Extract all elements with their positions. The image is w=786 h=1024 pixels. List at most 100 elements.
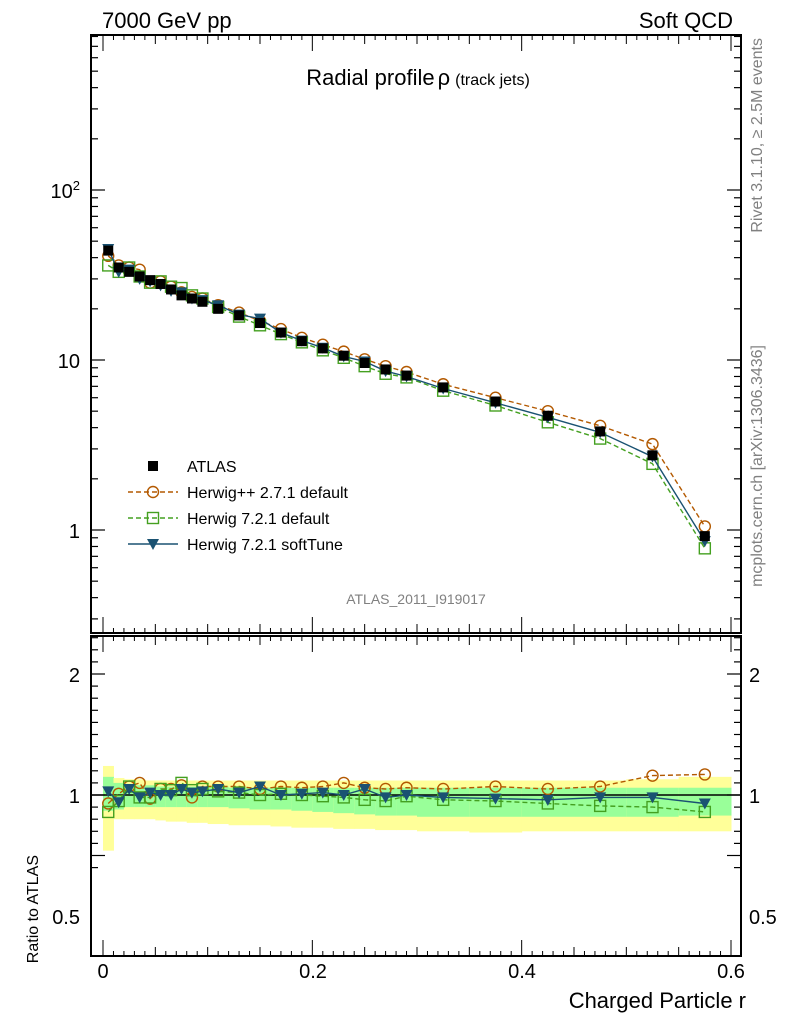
xtick-label-0.6: 0.6 [717, 961, 745, 983]
legend-label-herwig-2-7-1-default: Herwig++ 2.7.1 default [187, 485, 349, 502]
ratio-point-herwig-7-2-1-softtune [316, 787, 329, 799]
point-atlas [186, 293, 197, 304]
axes-group [90, 34, 742, 957]
point-herwig-2-7-1-default [698, 520, 712, 533]
ratio-ytick-label-right-0.5: 0.5 [749, 907, 777, 929]
main-title: Radial profile ρ (track jets) [306, 65, 530, 90]
ratio-point-herwig-7-2-1-softtune [212, 783, 225, 795]
point-atlas [401, 370, 412, 381]
ratio-point-herwig-7-2-1-softtune [196, 786, 209, 798]
ratio-point-herwig-7-2-1-softtune [102, 786, 115, 798]
stat-band-bin [123, 785, 135, 808]
legend-label-herwig-7-2-1-default: Herwig 7.2.1 default [187, 511, 330, 528]
point-atlas [647, 450, 658, 461]
ratio-point-herwig-7-2-1-softtune [295, 788, 308, 800]
ratio-point-herwig-7-2-1-softtune [358, 783, 371, 795]
xtick-label-0: 0 [97, 961, 108, 983]
xtick-label-0.4: 0.4 [508, 961, 536, 983]
ratio-point-herwig-7-2-1-softtune [274, 790, 287, 801]
ratio-point-herwig-7-2-1-softtune [489, 793, 502, 805]
point-atlas [359, 358, 370, 369]
stat-band-bin [176, 786, 188, 808]
ratio-point-herwig-7-2-1-softtune [379, 792, 392, 804]
legend-marker-herwig-7-2-1-default [146, 511, 160, 525]
ratio-point-herwig-7-2-1-default [102, 805, 115, 819]
legend-marker-atlas [148, 461, 158, 471]
point-atlas [155, 278, 166, 289]
main-series-group [102, 243, 712, 555]
ratio-point-herwig-7-2-1-softtune [698, 798, 711, 810]
legend-label-atlas: ATLAS [187, 459, 237, 476]
ratio-uncertainty-bands [91, 765, 741, 851]
point-atlas [124, 266, 135, 277]
ratio-point-herwig-7-2-1-softtune [123, 783, 136, 795]
point-atlas [166, 284, 177, 295]
main-ytick-label-100: 102 [51, 178, 80, 203]
point-atlas [490, 396, 501, 407]
point-atlas [317, 343, 328, 354]
ratio-point-herwig-2-7-1-default [593, 780, 607, 793]
ratio-ytick-label-right-1: 1 [749, 786, 760, 808]
ratio-point-herwig-7-2-1-softtune [337, 790, 350, 801]
ratio-series-group [102, 768, 712, 819]
ratio-point-herwig-7-2-1-softtune [594, 792, 607, 804]
rivet-label: Rivet 3.1.10, ≥ 2.5M events [749, 38, 766, 233]
main-frame [90, 34, 742, 634]
ratio-point-herwig-2-7-1-default [541, 782, 555, 796]
series-line-herwig-2-7-1-default [107, 255, 706, 527]
ratio-point-herwig-2-7-1-default [646, 769, 659, 782]
main-ytick-label-1: 1 [69, 521, 80, 543]
header-left: 7000 GeV pp [102, 8, 232, 33]
ratio-y-axis-title: Ratio to ATLAS [25, 855, 42, 963]
ratio-ytick-label-2: 2 [69, 665, 80, 687]
legend-marker-herwig-7-2-1-softtune [147, 539, 159, 550]
point-atlas [234, 310, 245, 321]
xtick-label-0.2: 0.2 [299, 961, 327, 983]
point-atlas [296, 336, 307, 347]
point-atlas [438, 382, 449, 393]
point-atlas [380, 364, 391, 375]
ratio-point-herwig-7-2-1-softtune [165, 790, 178, 801]
ratio-point-herwig-2-7-1-default [698, 768, 712, 781]
ratio-point-herwig-7-2-1-softtune [646, 792, 659, 804]
point-herwig-2-7-1-default [646, 437, 659, 451]
ratio-ytick-label-1: 1 [69, 786, 80, 808]
point-atlas [113, 262, 124, 273]
point-atlas [145, 275, 156, 286]
ratio-point-herwig-2-7-1-default [489, 780, 502, 793]
ratio-point-herwig-2-7-1-default [337, 776, 350, 790]
point-atlas [134, 271, 145, 282]
point-atlas [595, 426, 606, 437]
ratio-point-herwig-7-2-1-softtune [437, 792, 450, 804]
point-atlas [197, 296, 208, 307]
point-atlas [103, 245, 114, 256]
analysis-tag: ATLAS_2011_I919017 [346, 591, 486, 607]
ratio-point-herwig-7-2-1-softtune [254, 781, 266, 793]
series-line-herwig-7-2-1-default [107, 264, 706, 549]
ratio-point-herwig-7-2-1-softtune [133, 792, 146, 804]
legend-label-herwig-7-2-1-softtune: Herwig 7.2.1 softTune [187, 537, 343, 554]
point-atlas [213, 303, 224, 314]
ratio-point-herwig-7-2-1-softtune [175, 783, 188, 795]
point-atlas [542, 410, 553, 421]
ratio-point-herwig-7-2-1-softtune [112, 797, 125, 809]
point-atlas [699, 531, 710, 542]
ratio-line-herwig-7-2-1-default [107, 782, 705, 813]
ratio-frame [90, 635, 742, 957]
point-atlas [255, 318, 265, 329]
point-atlas [338, 350, 349, 361]
legend-marker-herwig-2-7-1-default [146, 485, 160, 499]
ratio-point-herwig-7-2-1-softtune [185, 787, 198, 799]
header-right: Soft QCD [639, 8, 733, 33]
point-atlas [275, 327, 286, 338]
legend: ATLAS Herwig++ 2.7.1 default Herwig 7.2.1 … [128, 459, 349, 554]
ratio-ytick-label-right-2: 2 [749, 665, 760, 687]
ratio-point-herwig-7-2-1-softtune [541, 794, 554, 806]
ratio-point-herwig-7-2-1-softtune [144, 787, 157, 799]
main-ytick-label-10: 10 [58, 351, 80, 373]
mcplots-label: mcplots.cern.ch [arXiv:1306.3436] [749, 345, 766, 587]
x-axis-title: Charged Particle r [569, 988, 746, 1013]
point-atlas [176, 290, 187, 301]
ratio-point-herwig-7-2-1-softtune [233, 787, 246, 799]
